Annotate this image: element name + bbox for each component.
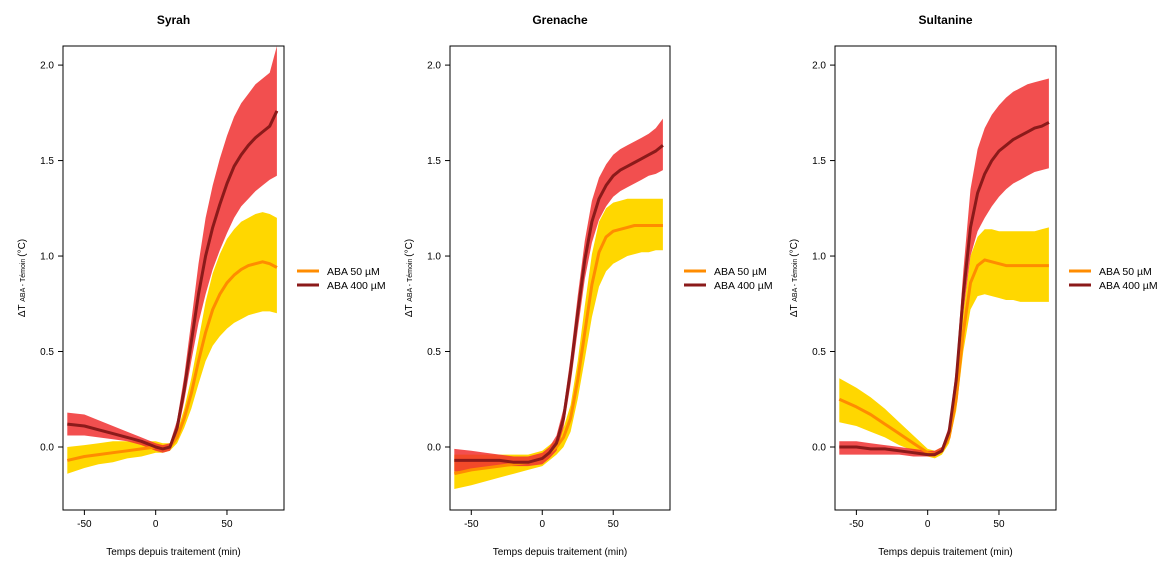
x-tick-label: 0 — [925, 519, 931, 530]
band-aba400 — [67, 46, 277, 453]
legend-label: ABA 400 µM — [714, 280, 773, 292]
y-tick-label: 2.0 — [40, 61, 54, 72]
y-tick-label: 0.5 — [40, 347, 54, 358]
x-tick-label: -50 — [77, 519, 92, 530]
y-tick-label: 0.0 — [40, 442, 54, 453]
y-tick-label: 0.5 — [812, 347, 826, 358]
y-tick-label: 0.0 — [812, 442, 826, 453]
plot-frame — [834, 45, 1057, 511]
x-tick-label: 50 — [608, 519, 620, 530]
band-aba400 — [454, 118, 663, 472]
y-axis-label-main: ΔT — [789, 302, 800, 317]
panel-sultanine: Sultanine -50 0 50 0.0 0.5 1.0 1.5 2.0 Temps depu… — [789, 13, 1158, 558]
series-line-aba400 — [67, 110, 279, 451]
chart-title: Grenache — [532, 13, 588, 27]
band-aba50 — [67, 212, 277, 474]
series-line-aba400 — [839, 121, 1050, 457]
legend-label: ABA 50 µM — [714, 266, 767, 278]
x-tick-label: 50 — [221, 519, 233, 530]
panel-syrah: Syrah -50 0 50 0.0 0.5 1.0 1.5 2.0 Temps depuis t… — [17, 13, 386, 558]
x-axis-label: Temps depuis traitement (min) — [493, 547, 628, 558]
y-tick-label: 1.0 — [812, 252, 826, 263]
y-axis-label-subscript: ABA - Témoin — [792, 257, 799, 302]
legend: ABA 50 µM ABA 400 µM — [1069, 266, 1158, 292]
x-tick-label: -50 — [849, 519, 864, 530]
y-tick-label: 1.0 — [40, 252, 54, 263]
y-tick-label: 1.5 — [427, 156, 441, 167]
y-tick-label: 0.0 — [427, 442, 441, 453]
series-line-aba50 — [453, 224, 663, 476]
x-axis-label: Temps depuis traitement (min) — [106, 547, 241, 558]
series-line-aba400 — [454, 144, 664, 464]
legend-label: ABA 400 µM — [327, 280, 386, 292]
y-axis-label-main: ΔT — [404, 302, 415, 317]
plot-area — [66, 46, 279, 474]
y-axis-label: ΔT ABA - Témoin (°C) — [17, 239, 28, 317]
y-tick-label: 2.0 — [812, 61, 826, 72]
y-tick-label: 1.5 — [40, 156, 54, 167]
y-axis-label: ΔT ABA - Témoin (°C) — [789, 239, 800, 317]
y-tick-label: 2.0 — [427, 61, 441, 72]
band-aba50 — [839, 227, 1049, 459]
y-axis-label-subscript: ABA - Témoin — [20, 257, 27, 302]
y-axis-label: ΔT ABA - Témoin (°C) — [404, 239, 415, 317]
y-axis-label-unit: (°C) — [17, 239, 28, 257]
plot-frame — [449, 45, 671, 511]
legend-label: ABA 50 µM — [1099, 266, 1152, 278]
x-tick-label: 0 — [153, 519, 159, 530]
y-tick-label: 0.5 — [427, 347, 441, 358]
band-aba400 — [839, 78, 1049, 457]
series-line-aba50 — [838, 258, 1049, 457]
x-tick-label: 50 — [993, 519, 1005, 530]
legend-label: ABA 50 µM — [327, 266, 380, 278]
x-axis-label: Temps depuis traitement (min) — [878, 547, 1013, 558]
x-tick-label: -50 — [464, 519, 479, 530]
y-axis-label-main: ΔT — [17, 302, 28, 317]
y-axis-label-unit: (°C) — [789, 239, 800, 257]
plot-area — [453, 118, 664, 490]
chart-title: Sultanine — [918, 13, 972, 27]
legend: ABA 50 µM ABA 400 µM — [297, 266, 386, 292]
y-tick-label: 1.0 — [427, 252, 441, 263]
y-tick-label: 1.5 — [812, 156, 826, 167]
plot-frame — [62, 45, 285, 511]
legend-label: ABA 400 µM — [1099, 280, 1158, 292]
y-axis-label-subscript: ABA - Témoin — [407, 257, 414, 302]
series-line-aba50 — [66, 260, 278, 462]
y-axis-label-unit: (°C) — [404, 239, 415, 257]
chart-title: Syrah — [157, 13, 190, 27]
legend: ABA 50 µM ABA 400 µM — [684, 266, 773, 292]
x-tick-label: 0 — [539, 519, 545, 530]
plot-area — [838, 78, 1050, 459]
panel-grenache: Grenache -50 0 50 0.0 0.5 1.0 1.5 2.0 Temps depui… — [404, 13, 773, 558]
